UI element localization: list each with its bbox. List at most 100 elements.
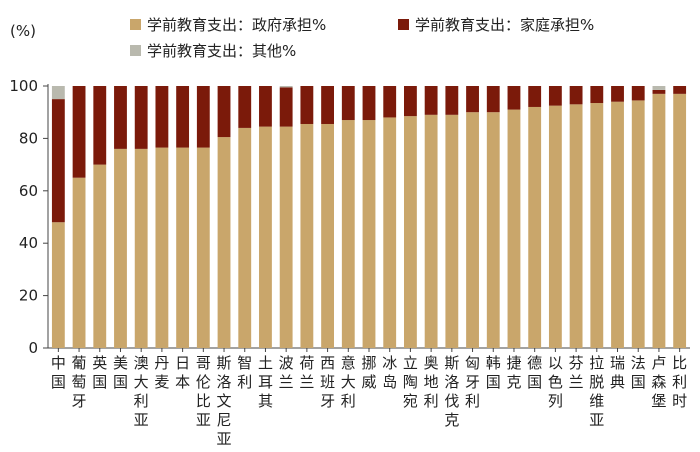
- bar-segment-household: [176, 86, 190, 148]
- bar-segment-household: [548, 86, 562, 106]
- bar-segment-government: [673, 93, 687, 348]
- x-tick-label: 韩国: [486, 354, 501, 391]
- bar-segment-household: [631, 86, 645, 101]
- legend-swatch-household: [398, 19, 409, 30]
- x-tick-label: 澳大利亚: [134, 354, 149, 429]
- legend-swatch-other: [130, 45, 141, 56]
- bar-segment-household: [72, 86, 86, 178]
- bar-segment-government: [486, 112, 500, 348]
- bar-segment-government: [238, 127, 252, 348]
- bar-segment-household: [569, 86, 583, 105]
- bar-segment-household: [51, 99, 65, 223]
- bar-segment-government: [300, 123, 314, 349]
- bar-segment-household: [279, 87, 293, 127]
- bar-segment-household: [507, 86, 521, 110]
- bar-segment-household: [611, 86, 624, 102]
- bar-segment-government: [466, 112, 479, 348]
- bar-segment-household: [300, 86, 314, 124]
- bar-segment-household: [590, 86, 604, 104]
- bar-segment-other: [279, 86, 293, 88]
- x-tick-label: 波兰: [279, 354, 294, 391]
- y-tick-label: 0: [28, 339, 38, 357]
- bar-segment-household: [93, 86, 107, 165]
- legend-swatch-government: [130, 19, 141, 30]
- bar-segment-government: [548, 105, 562, 349]
- y-tick-label: 80: [19, 129, 38, 147]
- x-tick-label: 拉脱维亚: [589, 354, 604, 429]
- bar-segment-government: [590, 103, 604, 348]
- bar-segment-government: [155, 147, 169, 348]
- bar-segment-government: [631, 100, 645, 348]
- bar-segment-household: [466, 86, 479, 113]
- bar-segment-household: [403, 86, 417, 117]
- bar-segment-household: [217, 86, 231, 138]
- bar-segment-government: [51, 222, 65, 348]
- x-tick-label: 捷克: [506, 354, 521, 391]
- bar-segment-government: [279, 126, 293, 348]
- x-tick-label: 意大利: [341, 354, 356, 410]
- x-tick-label: 斯洛文尼亚: [217, 354, 232, 448]
- x-tick-label: 中国: [51, 354, 66, 391]
- x-tick-label: 卢森堡: [651, 354, 666, 410]
- legend-label-other: 学前教育支出：其他%: [147, 42, 297, 60]
- bar-segment-household: [134, 86, 148, 149]
- x-tick-label: 比利时: [672, 354, 687, 410]
- x-tick-label: 荷兰: [299, 354, 314, 391]
- legend-label-government: 学前教育支出：政府承担%: [147, 16, 327, 34]
- bar-segment-government: [403, 116, 417, 348]
- x-tick-label: 英国: [92, 354, 107, 391]
- bar-segment-household: [155, 86, 169, 148]
- x-tick-label: 挪威: [361, 354, 376, 391]
- bar-segment-government: [362, 120, 376, 348]
- bar-segment-government: [383, 117, 397, 348]
- bar-segment-household: [341, 86, 355, 121]
- bar-segment-household: [652, 89, 666, 94]
- bar-segment-government: [445, 114, 459, 348]
- y-tick-label: 20: [19, 287, 38, 305]
- x-tick-label: 奥地利: [424, 354, 439, 410]
- y-tick-label: 100: [9, 77, 38, 95]
- bar-segment-household: [259, 86, 272, 127]
- x-tick-label: 匈牙利: [465, 354, 480, 410]
- x-tick-label: 智利: [237, 354, 252, 391]
- bar-segment-government: [528, 106, 542, 349]
- bar-segment-government: [424, 114, 438, 348]
- bar-segment-government: [196, 147, 210, 348]
- bar-segment-household: [321, 86, 335, 124]
- bar-segment-government: [134, 148, 148, 348]
- x-tick-label: 丹麦: [154, 354, 169, 391]
- bar-segment-government: [569, 104, 583, 348]
- x-tick-label: 斯洛伐克: [444, 354, 459, 429]
- x-tick-label: 葡萄牙: [72, 354, 87, 410]
- legend-item-government: 学前教育支出：政府承担%: [130, 14, 326, 35]
- bar-segment-household: [673, 86, 687, 94]
- x-tick-label: 以色列: [548, 354, 563, 410]
- x-tick-label: 瑞典: [610, 354, 625, 391]
- x-tick-label: 西班牙: [320, 354, 335, 410]
- x-tick-label: 立陶宛: [403, 354, 418, 410]
- bar-segment-household: [196, 86, 210, 148]
- x-tick-label: 冰岛: [382, 354, 397, 391]
- y-tick-label: 60: [19, 182, 38, 200]
- legend-item-household: 学前教育支出：家庭承担%: [398, 14, 594, 35]
- x-tick-label: 芬兰: [569, 354, 584, 391]
- bar-segment-household: [424, 86, 438, 115]
- bar-segment-household: [362, 86, 376, 121]
- x-tick-label: 土耳其: [258, 354, 273, 410]
- legend: 学前教育支出：政府承担% 学前教育支出：家庭承担% 学前教育支出：其他%: [130, 14, 690, 74]
- bar-segment-government: [176, 147, 190, 348]
- bar-segment-household: [114, 86, 127, 149]
- bar-segment-government: [507, 109, 521, 348]
- x-tick-label: 哥伦比亚: [196, 354, 211, 429]
- bar-segment-household: [528, 86, 542, 107]
- y-unit-label: (%): [10, 22, 36, 40]
- bar-segment-government: [259, 126, 272, 348]
- bar-segment-government: [341, 120, 355, 348]
- bar-segment-household: [486, 86, 500, 113]
- bar-segment-government: [217, 137, 231, 348]
- bar-segment-government: [652, 93, 666, 348]
- bar-segment-household: [445, 86, 459, 115]
- bar-segment-other: [51, 86, 65, 100]
- bar-segment-government: [93, 164, 107, 348]
